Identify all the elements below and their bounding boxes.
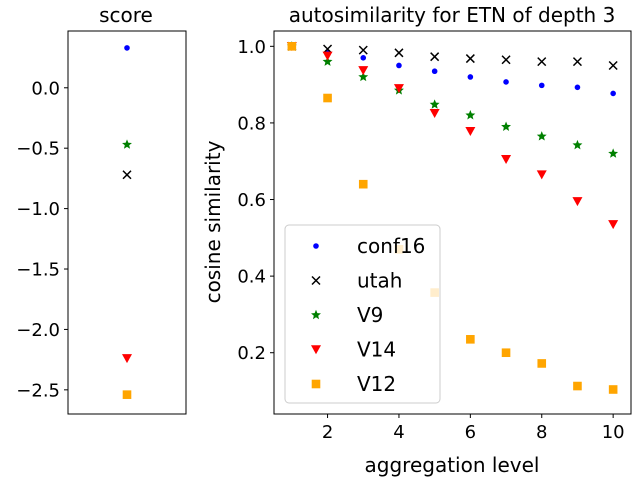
point-v9: [572, 139, 583, 150]
legend-box: [284, 224, 441, 404]
point-utah: [537, 57, 547, 67]
point-v12: [608, 385, 618, 394]
point-v12: [501, 348, 511, 358]
point-utah: [572, 57, 582, 67]
y-tick-label: 0.4: [237, 267, 266, 288]
point-v14: [393, 84, 404, 94]
score-point-conf16: [124, 45, 130, 51]
legend-marker-conf16: [313, 243, 319, 249]
y-axis-label: cosine similarity: [201, 140, 225, 303]
point-v12: [323, 93, 332, 103]
legend-label: V9: [357, 303, 383, 327]
point-conf16: [431, 68, 438, 75]
x-axis-label: aggregation level: [365, 453, 540, 477]
score-point-utah: [122, 170, 132, 180]
point-utah: [501, 55, 511, 65]
point-v14: [429, 109, 440, 119]
x-tick-label: 2: [322, 422, 333, 443]
point-v14: [501, 155, 512, 165]
series-utah: [287, 41, 618, 71]
point-v9: [608, 148, 619, 158]
autosimilarity-x-ticks: 2 4 6 8 10: [322, 414, 625, 443]
point-conf16: [360, 55, 367, 61]
score-y-tick-label: 0.0: [31, 78, 60, 99]
legend-item-v9: V9: [311, 303, 383, 327]
point-conf16: [574, 84, 581, 91]
legend-label: V12: [357, 372, 396, 396]
x-tick-label: 10: [602, 422, 625, 443]
score-y-ticks: 0.0 −0.5 −1.0 −1.5 −2.0 −2.5: [16, 78, 68, 401]
score-point-v9: [122, 139, 132, 149]
score-point-v12: [122, 390, 132, 399]
autosimilarity-y-ticks: 0.2 0.4 0.6 0.8 1.0: [237, 37, 274, 364]
point-v14: [358, 66, 369, 76]
point-v12: [573, 381, 582, 391]
y-tick-label: 1.0: [237, 37, 266, 58]
series-v9: [286, 41, 619, 158]
x-tick-label: 4: [393, 422, 404, 443]
score-markers: [122, 45, 132, 399]
point-v9: [536, 131, 547, 141]
legend-marker-utah: [311, 275, 321, 286]
point-v9: [501, 121, 511, 131]
legend-items: conf16 utah V9 V14 V12: [311, 234, 425, 396]
point-utah: [430, 52, 440, 62]
point-v14: [465, 127, 476, 137]
point-v14: [608, 220, 619, 230]
series-conf16: [289, 43, 616, 97]
score-y-tick-label: −1.0: [16, 199, 60, 220]
score-panel: score 0.0 −0.5 −1.0 −1.5 −2.0 −2.5: [16, 3, 187, 415]
point-v14: [536, 170, 547, 180]
legend-marker-v14: [311, 345, 321, 355]
point-conf16: [396, 62, 402, 69]
score-y-tick-label: −2.0: [16, 320, 60, 341]
legend-label: V14: [357, 338, 396, 362]
legend-item-v14: V14: [311, 338, 396, 362]
legend-item-utah: utah: [311, 269, 402, 293]
autosimilarity-panel: autosimilarity for ETN of depth 3 0.2 0.4…: [201, 3, 632, 477]
score-y-tick-label: −2.5: [16, 380, 60, 401]
point-v9: [322, 56, 333, 66]
autosimilarity-axes-frame: [273, 30, 632, 415]
score-y-tick-label: −0.5: [16, 139, 60, 160]
point-utah: [608, 60, 618, 71]
y-tick-label: 0.6: [237, 190, 266, 211]
point-conf16: [538, 82, 545, 89]
x-tick-label: 6: [465, 422, 476, 443]
point-conf16: [467, 74, 474, 80]
legend-item-conf16: conf16: [313, 234, 425, 258]
point-v12: [466, 335, 475, 344]
score-point-v14: [122, 354, 132, 364]
point-utah: [465, 54, 475, 64]
score-y-tick-label: −1.5: [16, 260, 60, 281]
point-v12: [287, 42, 297, 51]
point-v14: [572, 197, 583, 207]
y-tick-label: 0.8: [237, 113, 266, 134]
point-v9: [465, 110, 476, 120]
autosimilarity-title: autosimilarity for ETN of depth 3: [289, 3, 616, 27]
series-v14: [286, 42, 619, 230]
legend-label: utah: [357, 269, 402, 293]
legend-marker-v9: [311, 309, 321, 320]
point-v12: [537, 359, 547, 368]
point-v14: [322, 51, 333, 61]
y-tick-label: 0.2: [237, 343, 266, 364]
point-v9: [358, 71, 369, 82]
point-conf16: [503, 79, 509, 85]
legend-label: conf16: [357, 234, 425, 258]
score-title: score: [99, 3, 153, 27]
point-conf16: [610, 90, 616, 97]
legend-marker-v12: [311, 379, 321, 389]
point-v9: [429, 99, 440, 109]
score-axes-frame: [67, 30, 187, 415]
x-tick-label: 8: [536, 422, 547, 443]
legend: conf16 utah V9 V14 V12: [284, 224, 441, 404]
point-utah: [358, 45, 368, 55]
point-v12: [358, 179, 368, 189]
point-utah: [394, 48, 404, 58]
legend-item-v12: V12: [311, 372, 396, 396]
